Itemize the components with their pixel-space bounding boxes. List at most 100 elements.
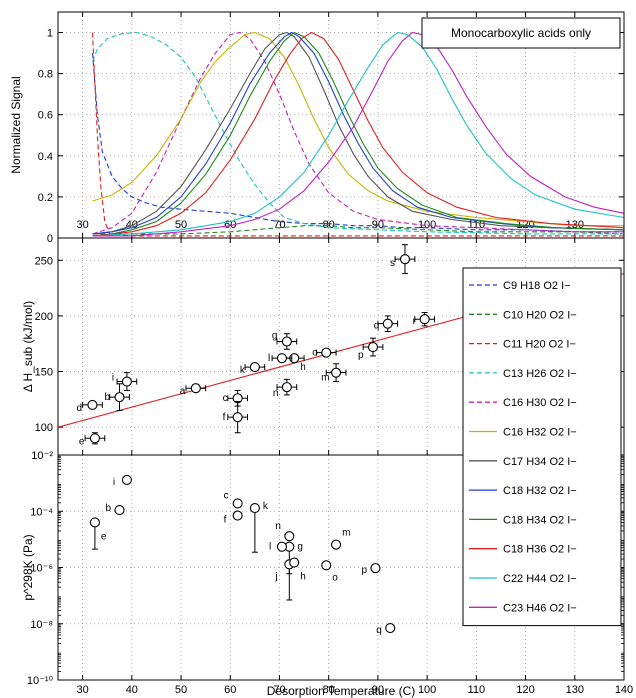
- pressure-point: [285, 532, 294, 541]
- pressure-point-label: k: [263, 501, 269, 512]
- enthalpy-point: [282, 383, 291, 392]
- mid-ytick-label: 200: [35, 311, 53, 323]
- pressure-point-label: q: [376, 625, 382, 636]
- enthalpy-point: [90, 434, 99, 443]
- pressure-point: [290, 558, 299, 567]
- bot-y-axis-label: p^298K (Pa): [21, 534, 35, 600]
- legend: C9 H18 O2 I− C10 H20 O2 I− C11 H20 O2 I− C1…: [463, 268, 621, 626]
- bot-ytick-label: 10⁻⁴: [30, 506, 53, 518]
- pressure-point-label: c: [224, 490, 229, 501]
- pressure-point-label: j: [274, 571, 277, 582]
- pressure-point: [115, 506, 124, 515]
- legend-label: C18 H32 O2 I−: [503, 485, 577, 497]
- enthalpy-point-label: l: [268, 353, 270, 364]
- top-ytick-label: 0.6: [38, 110, 53, 122]
- top-y-axis-label: Normalized Signal: [9, 76, 23, 173]
- bot-xtick-label: 40: [126, 684, 138, 696]
- top-xtick-label: 40: [126, 219, 138, 231]
- bot-ytick-label: 10⁻²: [31, 450, 53, 462]
- pressure-point: [386, 624, 395, 633]
- legend-label: C18 H36 O2 I−: [503, 544, 577, 556]
- top-ytick-label: 0.8: [38, 69, 53, 81]
- bot-ytick-label: 10⁻⁸: [30, 619, 53, 631]
- pressure-point-label: m: [342, 528, 350, 539]
- bot-xtick-label: 140: [615, 684, 633, 696]
- enthalpy-point-label: i: [112, 373, 114, 384]
- legend-label: C11 H20 O2 I−: [503, 339, 576, 351]
- top-xtick-label: 80: [323, 219, 335, 231]
- enthalpy-point: [420, 315, 429, 324]
- mid-y-axis-label: Δ H_sub (kJ/mol): [21, 301, 35, 392]
- enthalpy-point-label: b: [105, 392, 111, 403]
- enthalpy-point: [250, 363, 259, 372]
- legend-label: C17 H34 O2 I−: [503, 456, 577, 468]
- legend-label: C18 H34 O2 I−: [503, 514, 577, 526]
- top-ytick-label: 0.2: [38, 192, 53, 204]
- pressure-point: [250, 504, 259, 513]
- pressure-point: [332, 540, 341, 549]
- pressure-point-label: o: [332, 572, 338, 583]
- pressure-point: [371, 564, 380, 573]
- pressure-point-label: l: [269, 542, 271, 553]
- bot-xtick-label: 60: [224, 684, 236, 696]
- pressure-point: [90, 518, 99, 527]
- enthalpy-point-label: q: [374, 321, 380, 332]
- mid-ytick-label: 250: [35, 255, 53, 267]
- legend-label: C13 H26 O2 I−: [503, 368, 577, 380]
- enthalpy-point-label: e: [79, 436, 85, 447]
- enthalpy-point: [383, 319, 392, 328]
- pressure-point-label: b: [106, 503, 112, 514]
- top-ytick-label: 0.4: [38, 151, 53, 163]
- enthalpy-point: [400, 255, 409, 264]
- pressure-point-label: n: [275, 521, 281, 532]
- top-xtick-label: 30: [76, 219, 88, 231]
- enthalpy-point-label: a: [180, 386, 186, 397]
- legend-label: C23 H46 O2 I−: [503, 602, 577, 614]
- enthalpy-point-label: r: [413, 316, 417, 327]
- legend-box: [463, 268, 621, 626]
- bot-xtick-label: 30: [76, 684, 88, 696]
- enthalpy-point-label: s: [390, 258, 395, 269]
- bot-xtick-label: 110: [468, 684, 486, 696]
- pressure-point: [322, 561, 331, 570]
- enthalpy-point: [282, 337, 291, 346]
- enthalpy-point-label: n: [273, 388, 279, 399]
- top-ytick-label: 0: [47, 233, 53, 245]
- top-ytick-label: 1: [47, 28, 53, 40]
- top-xtick-label: 90: [372, 219, 384, 231]
- enthalpy-point-label: g: [272, 330, 278, 341]
- bot-xtick-label: 120: [516, 684, 534, 696]
- pressure-point-label: e: [101, 531, 107, 542]
- legend-label: C16 H32 O2 I−: [503, 427, 577, 439]
- enthalpy-point-label: h: [300, 362, 306, 373]
- enthalpy-point: [322, 348, 331, 357]
- enthalpy-point-label: m: [321, 373, 329, 384]
- pressure-point-label: g: [297, 542, 303, 553]
- pressure-point-label: h: [300, 572, 306, 583]
- enthalpy-point: [233, 413, 242, 422]
- enthalpy-point-label: c: [223, 393, 228, 404]
- pressure-point-label: f: [224, 515, 227, 526]
- bot-xtick-label: 50: [175, 684, 187, 696]
- enthalpy-point: [277, 354, 286, 363]
- pressure-point: [277, 542, 286, 551]
- pressure-point: [233, 499, 242, 508]
- enthalpy-point: [368, 343, 377, 352]
- signal-series-line: [93, 33, 625, 236]
- panel-normalized-signal: 00.20.40.60.8130 40 50 60 70 80 90 100 110 120 130…: [9, 12, 624, 245]
- pressure-point-label: p: [361, 565, 367, 576]
- legend-label: C10 H20 O2 I−: [503, 309, 577, 321]
- legend-label: C16 H30 O2 I−: [503, 397, 577, 409]
- legend-label: C22 H44 O2 I−: [503, 573, 577, 585]
- enthalpy-point: [332, 368, 341, 377]
- pressure-point: [233, 511, 242, 520]
- bot-xtick-label: 130: [566, 684, 584, 696]
- enthalpy-point-label: o: [312, 348, 318, 359]
- x-axis-label: Desorption Temperature (C): [267, 684, 416, 698]
- enthalpy-point: [88, 400, 97, 409]
- legend-label: C9 H18 O2 I−: [503, 280, 571, 292]
- enthalpy-point: [115, 393, 124, 402]
- enthalpy-point: [122, 377, 131, 386]
- enthalpy-point-label: p: [358, 350, 364, 361]
- bot-ytick-label: 10⁻¹⁰: [27, 675, 54, 687]
